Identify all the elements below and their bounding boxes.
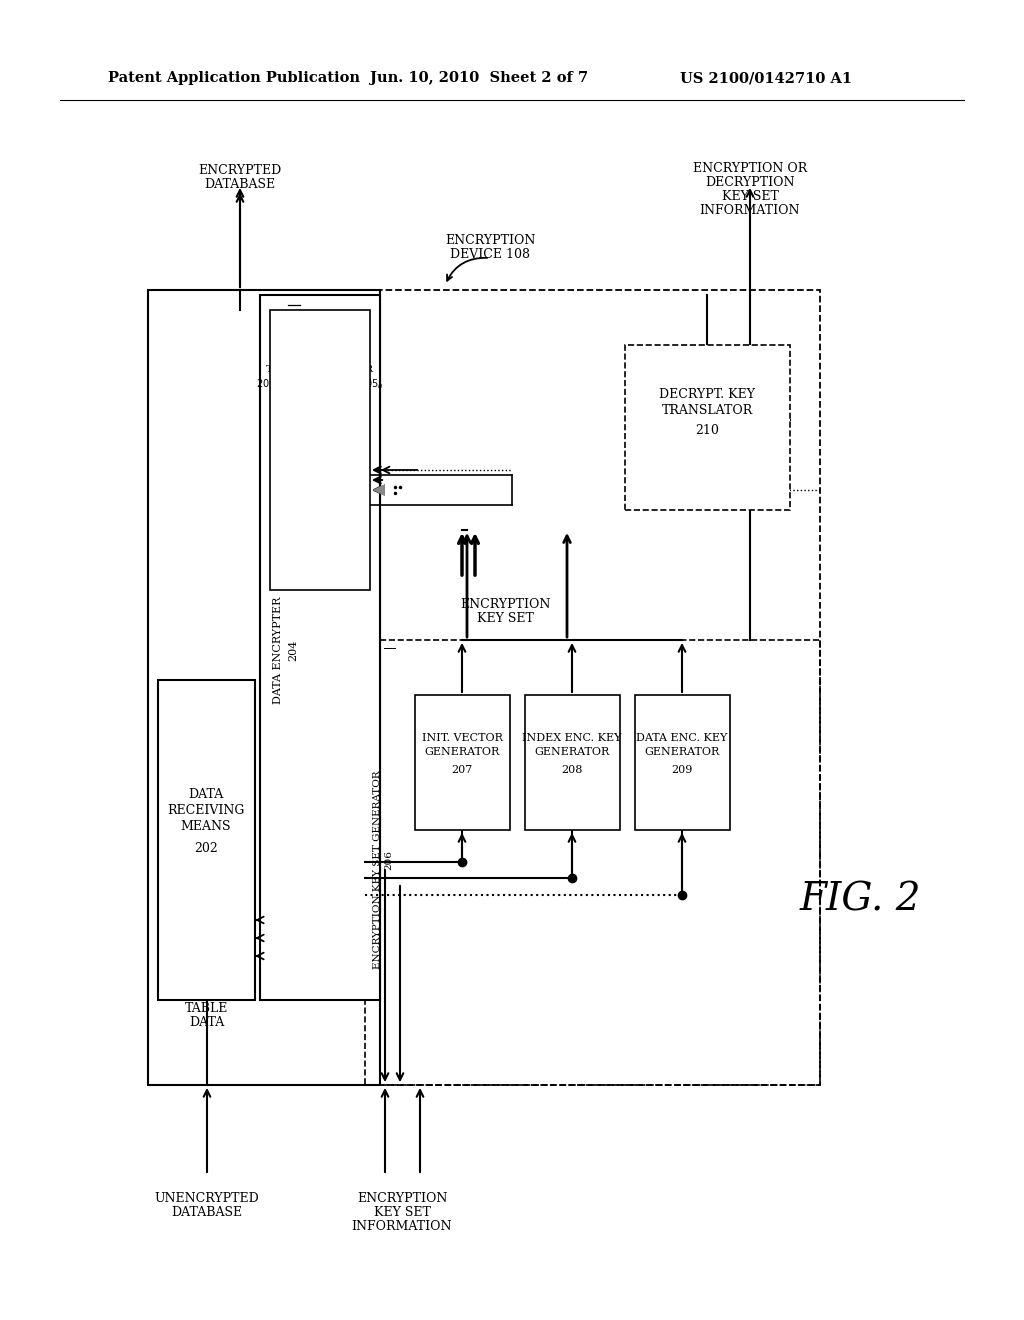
Text: KEY SET: KEY SET — [722, 190, 778, 202]
Text: RECEIVING: RECEIVING — [167, 804, 245, 817]
Bar — [635, 696, 730, 830]
Text: INDEX ENC. KEY: INDEX ENC. KEY — [522, 733, 622, 743]
Text: ENCRYPTED: ENCRYPTED — [199, 164, 282, 177]
Text: DECRYPT. KEY: DECRYPT. KEY — [659, 388, 755, 401]
Text: DATA ENC. KEY: DATA ENC. KEY — [636, 733, 728, 743]
Text: INFORMATION: INFORMATION — [699, 203, 800, 216]
Text: DATABASE: DATABASE — [171, 1205, 243, 1218]
Text: US 2100/0142710 A1: US 2100/0142710 A1 — [680, 71, 852, 84]
Bar — [158, 680, 255, 1001]
Text: TABLE: TABLE — [185, 1002, 228, 1015]
Bar — [270, 310, 370, 590]
Text: 208: 208 — [561, 766, 583, 775]
Text: ENCRYPTION OR: ENCRYPTION OR — [693, 161, 807, 174]
Text: $205_1, 205_2, 205_3,...\ 205_n$: $205_1, 205_2, 205_3,...\ 205_n$ — [256, 378, 384, 391]
Bar — [148, 290, 380, 1085]
Text: FIG. 2: FIG. 2 — [800, 882, 922, 919]
Text: MEANS: MEANS — [181, 821, 231, 833]
Bar — [284, 323, 356, 576]
Text: 206: 206 — [384, 850, 393, 870]
Text: TRANSLATOR: TRANSLATOR — [662, 404, 753, 417]
Text: ENCRYPTION KEY SET GENERATOR: ENCRYPTION KEY SET GENERATOR — [373, 771, 382, 969]
Text: KEY SET: KEY SET — [374, 1205, 430, 1218]
Text: Patent Application Publication: Patent Application Publication — [108, 71, 360, 84]
Text: 207: 207 — [452, 766, 473, 775]
Bar — [415, 696, 510, 830]
Text: DATA: DATA — [189, 1015, 224, 1028]
Text: GENERATOR: GENERATOR — [535, 747, 609, 756]
Bar — [148, 290, 820, 1085]
Text: ENCRYPTION: ENCRYPTION — [356, 1192, 447, 1204]
Text: DATABASE: DATABASE — [205, 177, 275, 190]
Text: ENCRYPTION: ENCRYPTION — [444, 234, 536, 247]
Text: 209: 209 — [672, 766, 692, 775]
Text: 202: 202 — [195, 842, 218, 854]
Bar — [365, 640, 820, 1085]
Text: DATA: DATA — [188, 788, 223, 801]
Text: TABLE ENCRYPTER: TABLE ENCRYPTER — [266, 366, 374, 375]
Text: DECRYPTION: DECRYPTION — [706, 176, 795, 189]
Bar — [291, 331, 349, 569]
Text: INIT. VECTOR: INIT. VECTOR — [422, 733, 503, 743]
Bar — [278, 317, 362, 583]
Text: 210: 210 — [695, 424, 719, 437]
Text: INFORMATION: INFORMATION — [352, 1220, 453, 1233]
Bar — [625, 345, 790, 510]
Text: GENERATOR: GENERATOR — [424, 747, 500, 756]
Text: ...: ... — [325, 549, 336, 561]
Text: 204: 204 — [288, 639, 298, 661]
Text: GENERATOR: GENERATOR — [644, 747, 720, 756]
Bar — [525, 696, 620, 830]
Text: Jun. 10, 2010  Sheet 2 of 7: Jun. 10, 2010 Sheet 2 of 7 — [370, 71, 588, 84]
Bar — [260, 294, 380, 1001]
Text: DEVICE 108: DEVICE 108 — [450, 248, 530, 261]
Text: KEY SET: KEY SET — [476, 612, 534, 626]
Text: UNENCRYPTED: UNENCRYPTED — [155, 1192, 259, 1204]
Text: DATA ENCRYPTER: DATA ENCRYPTER — [273, 597, 283, 704]
Text: ENCRYPTION: ENCRYPTION — [460, 598, 550, 611]
